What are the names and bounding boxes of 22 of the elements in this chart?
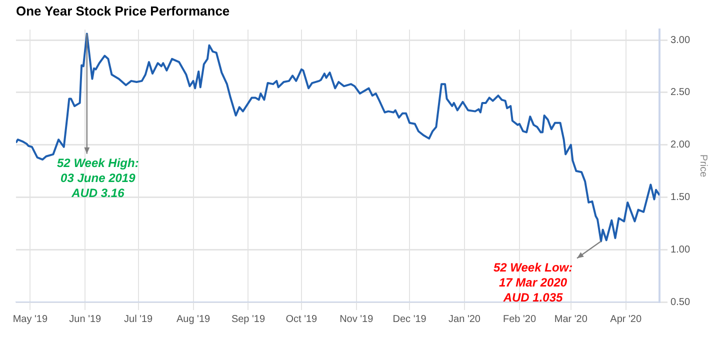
chart-title: One Year Stock Price Performance bbox=[16, 3, 230, 18]
y-tick-label: 1.50 bbox=[670, 192, 690, 203]
x-tick-label: Jul '19 bbox=[124, 314, 154, 325]
x-tick-label: Jun '19 bbox=[69, 314, 102, 325]
y-tick-label: 2.50 bbox=[670, 87, 690, 98]
y-tick-label: 2.00 bbox=[670, 140, 690, 151]
x-tick-label: Jan '20 bbox=[448, 314, 481, 325]
x-tick-label: Feb '20 bbox=[502, 314, 536, 325]
x-tick-label: Aug '19 bbox=[176, 314, 211, 325]
x-tick-label: Nov '19 bbox=[340, 314, 374, 325]
x-tick-label: May '19 bbox=[12, 314, 48, 325]
x-tick-label: Dec '19 bbox=[392, 314, 427, 325]
x-tick-label: Oct '19 bbox=[286, 314, 318, 325]
y-axis-title: Price bbox=[697, 154, 708, 178]
y-tick-label: 1.00 bbox=[670, 244, 690, 256]
annotation: 52 Week Low: 17 Mar 2020 AUD 1.035 bbox=[493, 260, 573, 305]
y-tick-label: 3.00 bbox=[670, 34, 690, 46]
y-tick-label: 0.50 bbox=[670, 296, 690, 308]
x-tick-label: Apr '20 bbox=[610, 314, 642, 325]
x-tick-label: Sep '19 bbox=[231, 314, 266, 325]
x-tick-label: Mar '20 bbox=[554, 314, 588, 325]
annotation: 52 Week High: 03 June 2019 AUD 3.16 bbox=[57, 156, 139, 200]
